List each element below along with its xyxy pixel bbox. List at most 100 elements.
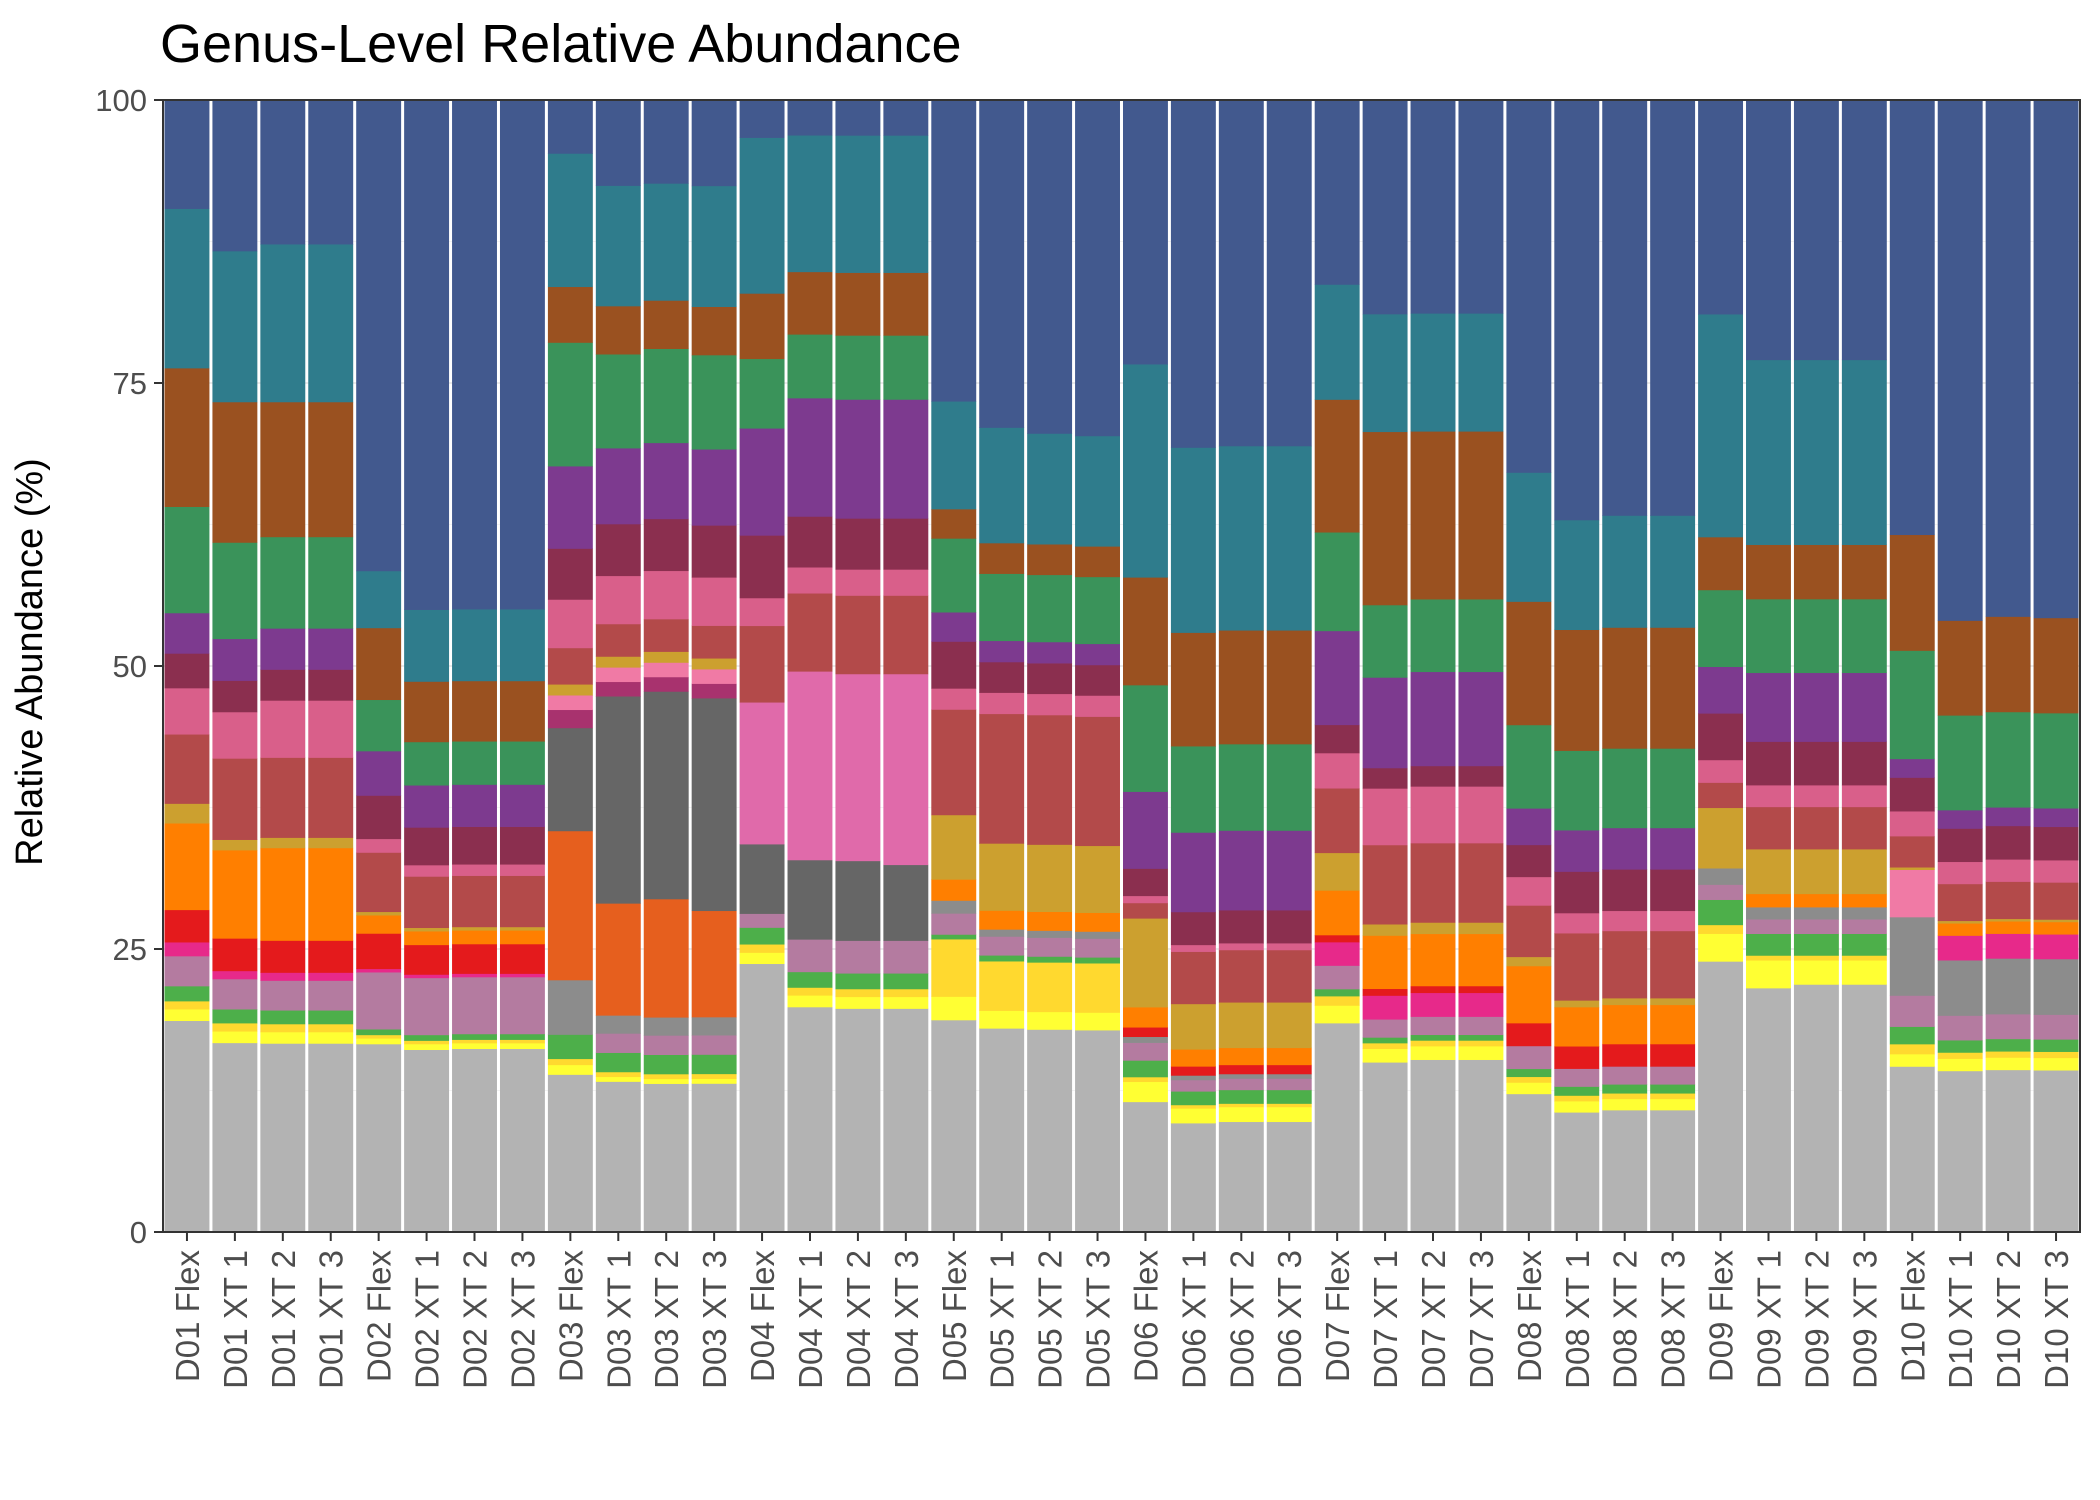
bar-segment xyxy=(1218,1047,1264,1066)
bar-segment xyxy=(1793,907,1839,920)
bar-segment xyxy=(979,910,1025,930)
bar-segment xyxy=(1841,544,1887,600)
bar-segment xyxy=(1602,869,1648,912)
bar-segment xyxy=(931,641,977,689)
bar-segment xyxy=(883,973,929,990)
bar-segment xyxy=(1027,1011,1073,1030)
bar-segment xyxy=(835,673,881,862)
bar-segment xyxy=(356,1029,402,1036)
bar-segment xyxy=(308,757,354,838)
bar-segment xyxy=(1746,849,1791,895)
bar-segment xyxy=(1458,100,1504,314)
bar-segment xyxy=(164,803,210,824)
bar-segment xyxy=(1554,1006,1600,1047)
bar-segment xyxy=(1170,1075,1216,1081)
bar-segment xyxy=(1410,842,1456,923)
gridlines xyxy=(163,99,2080,1233)
bar-segment xyxy=(1602,1093,1648,1100)
bar-segment xyxy=(1554,1068,1600,1087)
bar-segment xyxy=(1506,1076,1552,1083)
bar-segment xyxy=(308,972,354,981)
bar-segment xyxy=(1937,935,1983,961)
bar-segment xyxy=(452,943,497,974)
bar-segment xyxy=(356,933,402,970)
bar-segment xyxy=(308,244,354,403)
bar-segment xyxy=(1027,574,1073,643)
bar-segment xyxy=(931,100,977,402)
bar-segment xyxy=(1841,955,1887,961)
bar-segment xyxy=(499,1033,545,1040)
bar-segment xyxy=(787,593,833,672)
bar-segment xyxy=(547,1058,593,1066)
x-tick-label: D10 XT 2 xyxy=(1990,1250,2027,1389)
bar-segment xyxy=(164,653,210,689)
bar-segment xyxy=(691,185,737,307)
bar-segment xyxy=(595,667,641,683)
bar-segment xyxy=(739,963,785,1233)
bar-segment xyxy=(1602,1109,1648,1233)
bar-segment xyxy=(979,692,1025,715)
bar-segment xyxy=(1218,949,1264,1003)
bar-segment xyxy=(1698,782,1744,809)
bar-segment xyxy=(1266,630,1312,745)
bar-segment xyxy=(1410,985,1456,994)
bar-segment xyxy=(931,939,977,997)
bar-segment xyxy=(1985,1014,2031,1040)
bar-segment xyxy=(1937,1040,1983,1053)
bar-segment xyxy=(835,518,881,570)
bar-segment xyxy=(643,1073,689,1080)
x-tick-label: D06 XT 1 xyxy=(1175,1250,1212,1389)
bar-segment xyxy=(1075,957,1120,964)
bar-6 xyxy=(404,100,450,1233)
bar-39 xyxy=(1985,100,2031,1233)
bar-segment xyxy=(1746,933,1791,956)
bar-segment xyxy=(1985,859,2031,882)
bar-segment xyxy=(1314,399,1360,533)
bar-segment xyxy=(979,713,1025,844)
bar-segment xyxy=(1362,100,1408,315)
bar-segment xyxy=(499,741,545,785)
x-tick-label: D08 XT 1 xyxy=(1559,1250,1596,1389)
bar-segment xyxy=(1218,1064,1264,1075)
bar-segment xyxy=(499,926,545,931)
bar-segment xyxy=(1170,1123,1216,1233)
bar-segment xyxy=(164,734,210,804)
bar-segment xyxy=(931,879,977,901)
bar-segment xyxy=(1170,832,1216,913)
bar-segment xyxy=(547,100,593,154)
bar-segment xyxy=(1602,1066,1648,1085)
bar-segment xyxy=(1746,785,1791,808)
bar-segment xyxy=(2033,882,2079,920)
bar-segment xyxy=(1218,1103,1264,1108)
bar-segment xyxy=(739,137,785,294)
bar-segment xyxy=(1602,997,1648,1006)
bar-33 xyxy=(1698,100,1744,1233)
bar-segment xyxy=(1698,536,1744,591)
bar-segment xyxy=(1362,604,1408,678)
bar-segment xyxy=(1123,1081,1168,1103)
bar-segment xyxy=(787,971,833,988)
bar-segment xyxy=(1841,849,1887,895)
bar-segment xyxy=(164,208,210,369)
bar-segment xyxy=(883,399,929,519)
bar-30 xyxy=(1554,100,1600,1233)
bar-segment xyxy=(1123,918,1168,1008)
bar-segment xyxy=(595,656,641,668)
bar-segment xyxy=(1841,960,1887,985)
bar-segment xyxy=(787,1006,833,1233)
bar-segment xyxy=(547,709,593,729)
bar-segment xyxy=(452,741,497,785)
bar-segment xyxy=(499,973,545,978)
bar-segment xyxy=(404,681,450,743)
bar-segment xyxy=(1506,844,1552,878)
bar-segment xyxy=(1170,911,1216,946)
x-tick-label: D05 XT 3 xyxy=(1080,1250,1117,1389)
bar-37 xyxy=(1889,100,1935,1233)
bar-segment xyxy=(452,926,497,931)
bar-segment xyxy=(691,669,737,684)
bar-segment xyxy=(1889,777,1935,812)
bar-segment xyxy=(1362,988,1408,996)
bar-segment xyxy=(1266,1047,1312,1066)
bar-segment xyxy=(452,784,497,827)
bar-segment xyxy=(1362,1019,1408,1038)
